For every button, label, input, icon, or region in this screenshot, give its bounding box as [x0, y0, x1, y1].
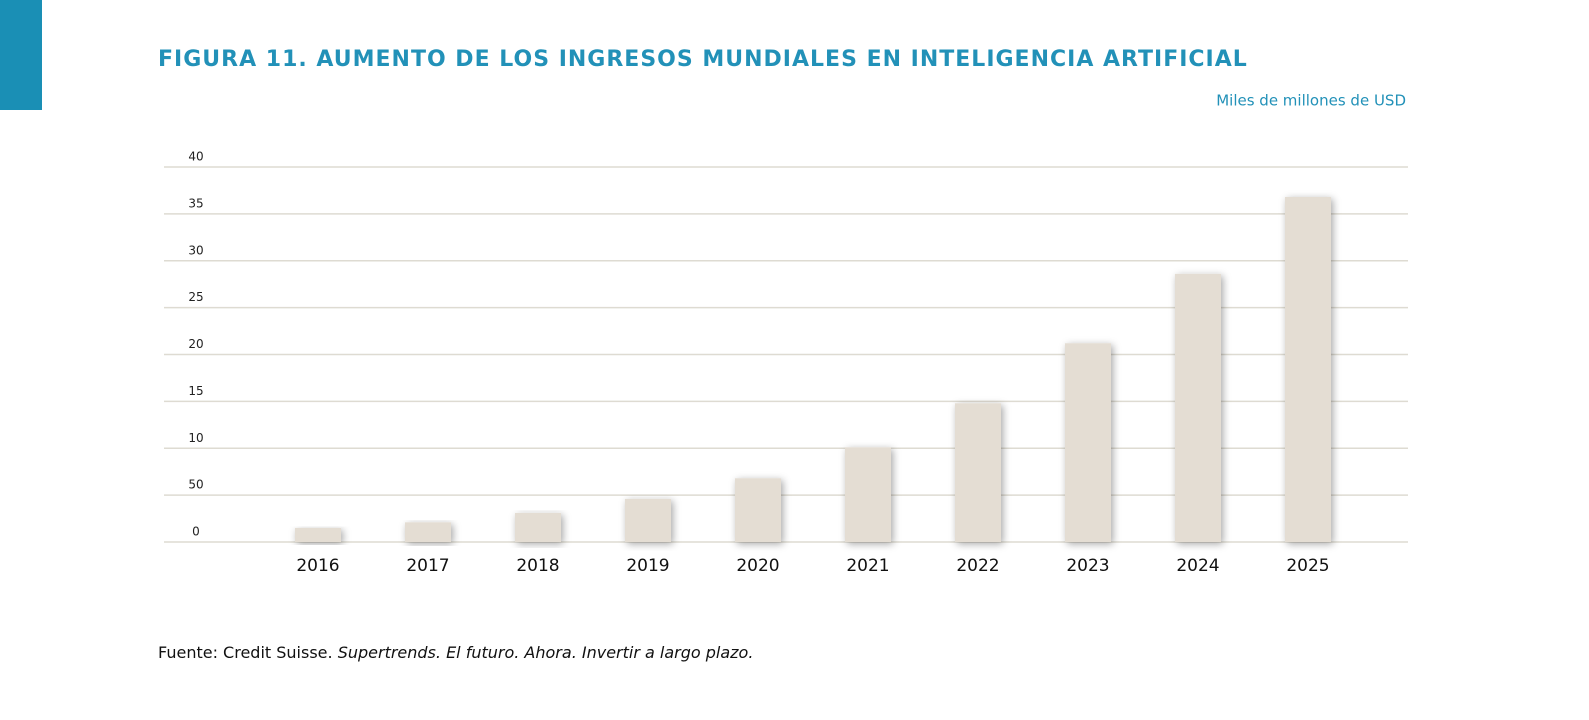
y-tick-label: 25	[188, 290, 203, 304]
y-tick-label: 40	[188, 150, 203, 164]
bar	[625, 498, 671, 542]
bar	[735, 478, 781, 542]
y-tick-label: 50	[188, 478, 203, 492]
source: Fuente: Credit Suisse. Supertrends. El f…	[158, 643, 753, 662]
x-tick-label: 2019	[626, 556, 669, 576]
accent-block	[0, 0, 42, 110]
source-prefix: Fuente: Credit Suisse.	[158, 643, 333, 662]
y-tick-label: 0	[192, 525, 200, 539]
bar	[295, 527, 341, 542]
x-tick-label: 2023	[1066, 556, 1109, 576]
y-tick-label: 10	[188, 431, 203, 445]
x-tick-label: 2021	[846, 556, 889, 576]
y-tick-label: 15	[188, 384, 203, 398]
y-tick-label: 35	[188, 196, 203, 210]
x-tick-label: 2017	[406, 556, 449, 576]
x-tick-label: 2018	[516, 556, 559, 576]
bar	[845, 447, 891, 542]
x-tick-label: 2022	[956, 556, 999, 576]
y-tick-label: 30	[188, 243, 203, 257]
x-tick-label: 2024	[1176, 556, 1219, 576]
bar	[955, 403, 1001, 542]
bar	[1065, 343, 1111, 542]
bar	[405, 522, 451, 542]
bar	[1285, 197, 1331, 542]
chart-title: FIGURA 11. AUMENTO DE LOS INGRESOS MUNDI…	[158, 47, 1248, 72]
x-tick-label: 2020	[736, 556, 779, 576]
unit-label: Miles de millones de USD	[1216, 92, 1406, 110]
bar	[1175, 273, 1221, 542]
x-tick-label: 2016	[296, 556, 339, 576]
y-tick-label: 20	[188, 337, 203, 351]
x-tick-label: 2025	[1286, 556, 1329, 576]
source-title: Supertrends. El futuro. Ahora. Invertir …	[338, 643, 754, 662]
bar	[515, 512, 561, 542]
